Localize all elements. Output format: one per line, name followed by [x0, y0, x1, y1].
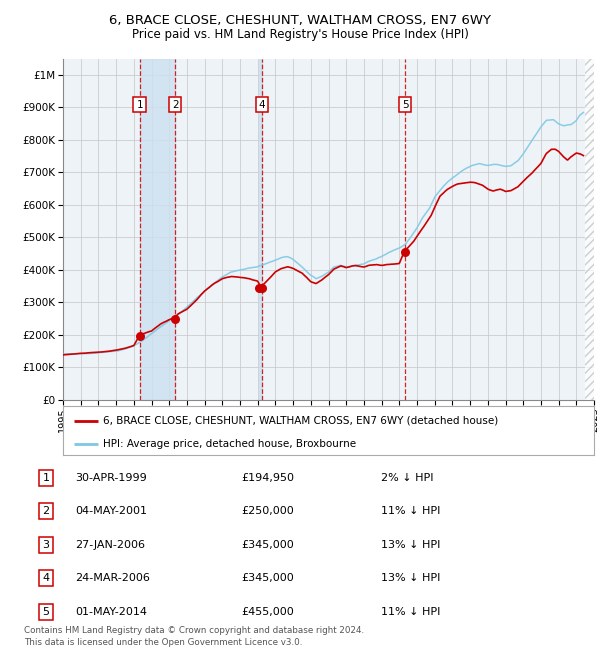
- Text: 11% ↓ HPI: 11% ↓ HPI: [381, 607, 440, 617]
- Text: 1: 1: [43, 473, 50, 483]
- Text: 6, BRACE CLOSE, CHESHUNT, WALTHAM CROSS, EN7 6WY: 6, BRACE CLOSE, CHESHUNT, WALTHAM CROSS,…: [109, 14, 491, 27]
- Text: 1: 1: [136, 99, 143, 110]
- Text: 13% ↓ HPI: 13% ↓ HPI: [381, 573, 440, 583]
- Text: £345,000: £345,000: [241, 540, 294, 550]
- Text: 4: 4: [43, 573, 50, 583]
- Bar: [585, 58, 594, 400]
- Text: 6, BRACE CLOSE, CHESHUNT, WALTHAM CROSS, EN7 6WY (detached house): 6, BRACE CLOSE, CHESHUNT, WALTHAM CROSS,…: [103, 416, 498, 426]
- Text: £250,000: £250,000: [241, 506, 294, 516]
- Text: Price paid vs. HM Land Registry's House Price Index (HPI): Price paid vs. HM Land Registry's House …: [131, 28, 469, 41]
- Bar: [140, 58, 175, 400]
- Text: £345,000: £345,000: [241, 573, 294, 583]
- Text: 4: 4: [259, 99, 265, 110]
- Text: 2: 2: [172, 99, 179, 110]
- Text: 3: 3: [43, 540, 50, 550]
- Bar: [259, 58, 262, 400]
- Text: 27-JAN-2006: 27-JAN-2006: [75, 540, 145, 550]
- Text: 24-MAR-2006: 24-MAR-2006: [75, 573, 150, 583]
- Text: 5: 5: [43, 607, 50, 617]
- Text: 13% ↓ HPI: 13% ↓ HPI: [381, 540, 440, 550]
- Text: Contains HM Land Registry data © Crown copyright and database right 2024.
This d: Contains HM Land Registry data © Crown c…: [24, 626, 364, 647]
- Text: 2% ↓ HPI: 2% ↓ HPI: [381, 473, 433, 483]
- Text: £194,950: £194,950: [241, 473, 294, 483]
- Text: 30-APR-1999: 30-APR-1999: [75, 473, 147, 483]
- Text: £455,000: £455,000: [241, 607, 294, 617]
- Text: HPI: Average price, detached house, Broxbourne: HPI: Average price, detached house, Brox…: [103, 439, 356, 449]
- Text: 5: 5: [402, 99, 409, 110]
- Text: 11% ↓ HPI: 11% ↓ HPI: [381, 506, 440, 516]
- Text: 01-MAY-2014: 01-MAY-2014: [75, 607, 147, 617]
- Text: 2: 2: [43, 506, 50, 516]
- Text: 04-MAY-2001: 04-MAY-2001: [75, 506, 147, 516]
